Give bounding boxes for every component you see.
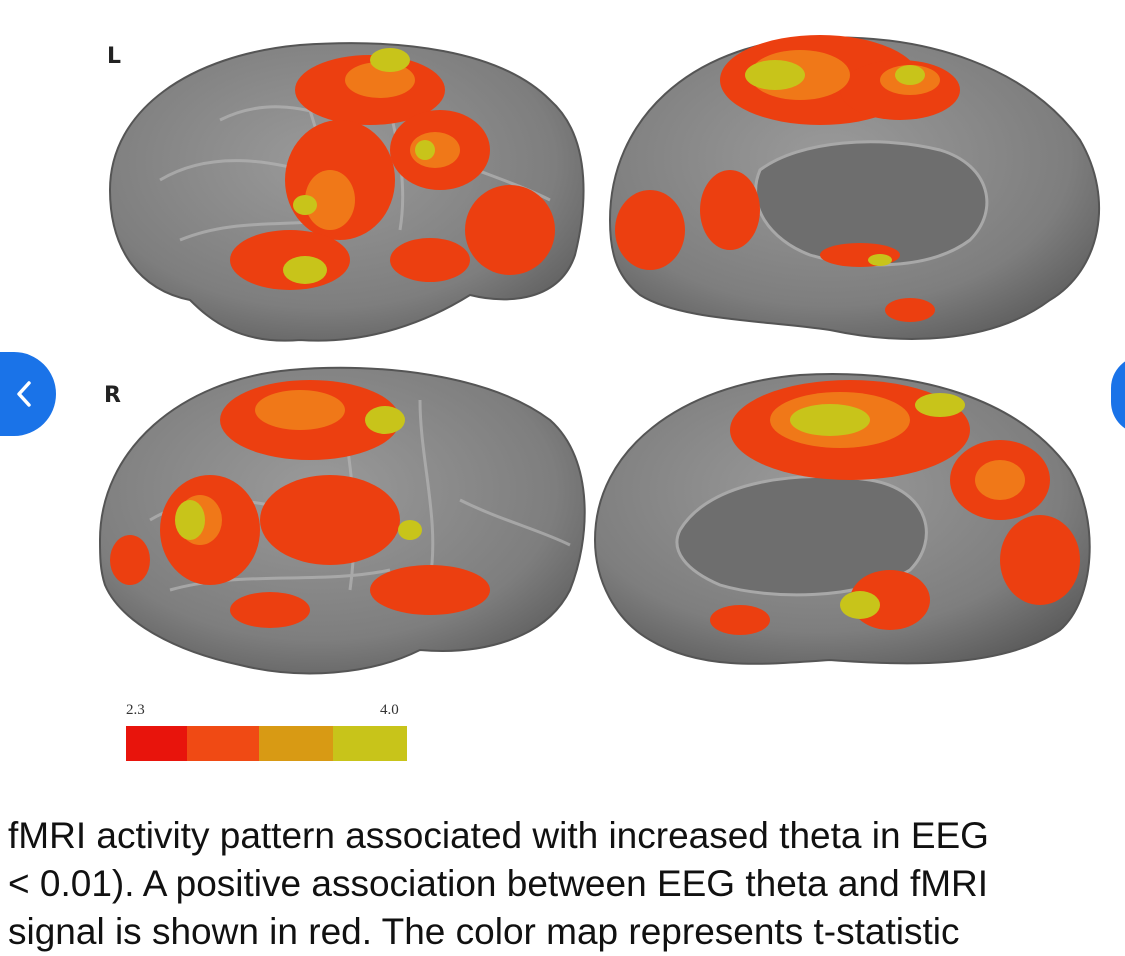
brain-right-medial xyxy=(593,373,1091,665)
next-image-button[interactable] xyxy=(1111,356,1125,434)
fmri-figure: L R 2.3 4.0 xyxy=(40,0,1125,790)
hemisphere-label-right: R xyxy=(104,383,121,408)
hemisphere-label-left: L xyxy=(107,44,122,69)
colorbar-min-label: 2.3 xyxy=(126,702,145,718)
colorbar-segment-1 xyxy=(126,726,187,761)
brain-left-medial xyxy=(608,35,1100,340)
colorbar-max-label: 4.0 xyxy=(380,702,399,718)
caption-line-3: signal is shown in red. The color map re… xyxy=(8,911,960,952)
chevron-right-icon xyxy=(1119,378,1125,412)
figure-caption: fMRI activity pattern associated with in… xyxy=(8,812,1125,956)
caption-line-2: < 0.01). A positive association between … xyxy=(8,863,989,904)
colorbar-segment-3 xyxy=(259,726,333,761)
caption-line-1: fMRI activity pattern associated with in… xyxy=(8,815,989,856)
brain-right-lateral xyxy=(98,366,586,675)
colorbar-segment-4 xyxy=(333,726,407,761)
colorbar xyxy=(126,726,407,761)
brain-renderings xyxy=(98,35,1100,675)
chevron-left-icon xyxy=(17,381,31,407)
colorbar-segment-2 xyxy=(187,726,259,761)
brain-left-lateral xyxy=(108,42,585,342)
